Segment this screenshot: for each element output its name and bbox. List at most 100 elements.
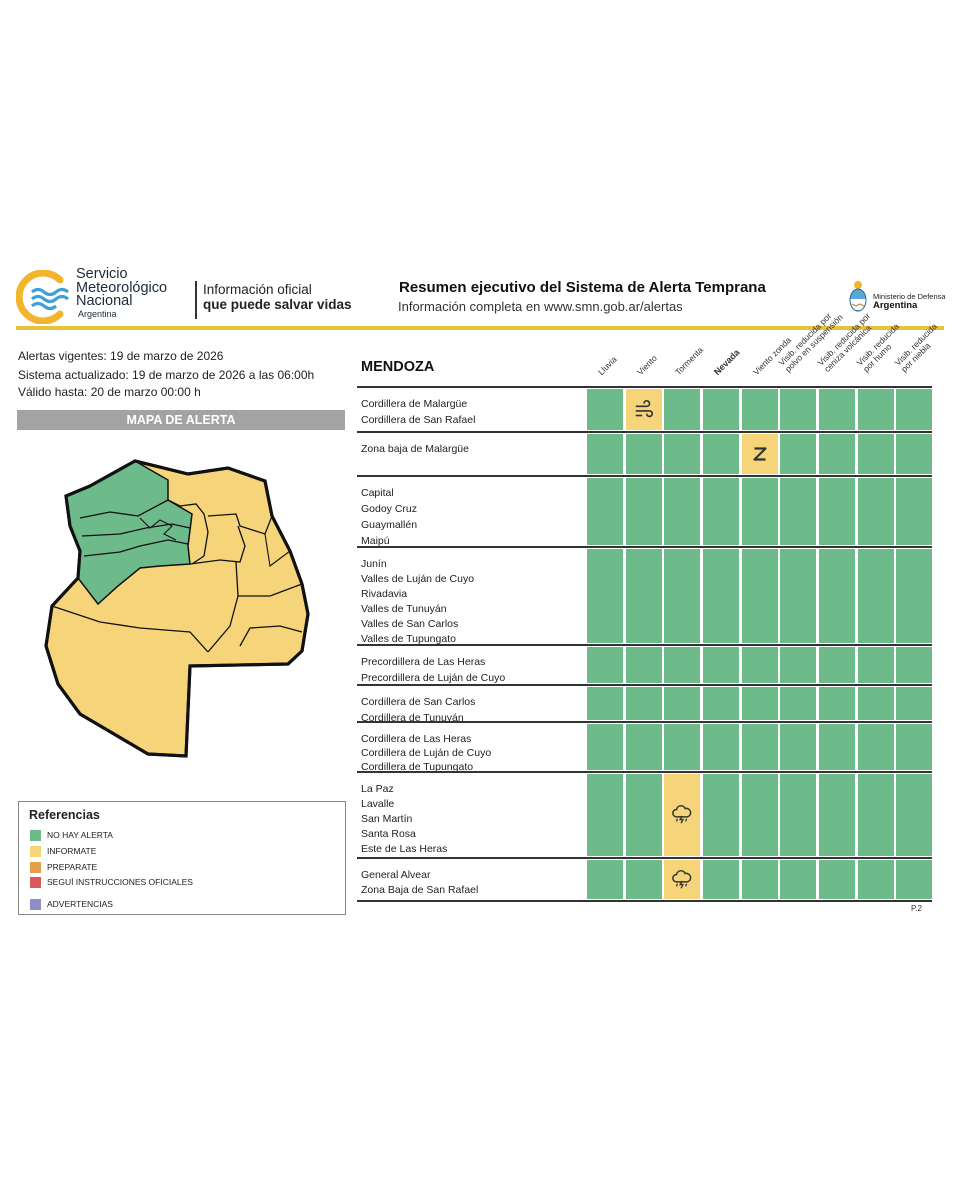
alert-cell	[819, 687, 855, 720]
alert-cell	[742, 724, 778, 770]
alert-cell	[587, 549, 623, 643]
zone-name: Santa Rosa	[361, 828, 416, 840]
header-rule	[16, 326, 944, 330]
group-separator	[357, 771, 932, 773]
group-separator	[357, 546, 932, 548]
header: Servicio Meteorológico Nacional Argentin…	[12, 256, 948, 330]
alert-cell	[587, 478, 623, 545]
org-name: Servicio Meteorológico Nacional Argentin…	[76, 266, 167, 320]
alert-cell	[587, 687, 623, 720]
alert-cell	[858, 647, 894, 683]
alert-cell	[742, 774, 778, 856]
zone-name: Valles de Tunuyán	[361, 603, 447, 615]
alert-cell	[858, 687, 894, 720]
alert-cell	[896, 647, 932, 683]
legend-label: INFORMATE	[47, 846, 97, 856]
alert-cell	[703, 774, 739, 856]
alert-cell	[896, 434, 932, 474]
page-title: Resumen ejecutivo del Sistema de Alerta …	[399, 279, 766, 296]
column-header: Tormenta	[672, 344, 706, 377]
alert-cell	[780, 478, 816, 545]
zone-name: Valles de Tupungato	[361, 633, 456, 645]
legend-swatch	[30, 899, 41, 910]
alert-cell	[626, 389, 662, 430]
alert-cell	[780, 389, 816, 430]
zone-name: Lavalle	[361, 798, 395, 810]
group-separator	[357, 431, 932, 433]
alert-cell	[626, 687, 662, 720]
wind-icon	[635, 399, 654, 417]
legend-item-preparate: PREPARATE	[30, 862, 97, 873]
alert-cell	[587, 434, 623, 474]
alert-cell	[626, 434, 662, 474]
zone-name: Cordillera de Luján de Cuyo	[361, 747, 492, 759]
storm-cloud-icon	[672, 869, 692, 889]
alert-cell	[780, 774, 816, 856]
zone-name: Precordillera de Las Heras	[361, 656, 486, 668]
zone-name: Valles de San Carlos	[361, 618, 459, 630]
column-header: Lluvia	[595, 354, 619, 377]
legend-item-instrucciones: SEGUÍ INSTRUCCIONES OFICIALES	[30, 877, 193, 888]
alert-cell	[742, 478, 778, 545]
alert-cell	[780, 434, 816, 474]
alert-cell	[819, 724, 855, 770]
ministry-country: Argentina	[873, 300, 918, 311]
group-separator	[357, 721, 932, 723]
zone-name: Cordillera de San Rafael	[361, 414, 476, 426]
alert-cell	[703, 647, 739, 683]
map-title: MAPA DE ALERTA	[17, 410, 345, 430]
alert-cell	[819, 774, 855, 856]
legend-item-informate: INFORMATE	[30, 846, 96, 857]
legend-item-advertencias: ADVERTENCIAS	[30, 899, 113, 910]
alert-cell	[587, 860, 623, 899]
zone-name: San Martín	[361, 813, 413, 825]
alert-cell	[664, 774, 700, 856]
smn-logo-icon	[16, 270, 70, 324]
alert-cell	[742, 549, 778, 643]
zone-name: Rivadavia	[361, 588, 408, 600]
alert-cell	[703, 434, 739, 474]
system-updated: Sistema actualizado: 19 de marzo de 2026…	[18, 368, 315, 382]
alert-cell	[819, 549, 855, 643]
zone-name: Zona Baja de San Rafael	[361, 884, 479, 896]
alert-cell	[626, 549, 662, 643]
alert-cell	[780, 860, 816, 899]
alert-cell	[664, 647, 700, 683]
map-outline	[44, 459, 310, 758]
org-line-1: Servicio	[76, 266, 128, 282]
alert-cell	[896, 860, 932, 899]
alert-cell	[664, 860, 700, 899]
alert-summary-page: Servicio Meteorológico Nacional Argentin…	[12, 256, 948, 924]
alert-cell	[819, 647, 855, 683]
page-subtitle: Información completa en www.smn.gob.ar/a…	[398, 299, 683, 314]
alert-cell	[858, 774, 894, 856]
alert-cell	[780, 724, 816, 770]
zone-name: General Alvear	[361, 869, 431, 881]
alert-cell	[626, 860, 662, 899]
alert-cell	[664, 549, 700, 643]
alert-cell	[587, 774, 623, 856]
alert-cell	[896, 687, 932, 720]
alert-cell	[664, 724, 700, 770]
legend-label: ADVERTENCIAS	[47, 899, 113, 909]
alert-cell	[780, 647, 816, 683]
alert-cell	[896, 724, 932, 770]
org-country: Argentina	[78, 308, 117, 319]
alert-cell	[664, 434, 700, 474]
alert-cell	[858, 860, 894, 899]
legend-swatch	[30, 877, 41, 888]
alert-cell	[819, 434, 855, 474]
storm-cloud-icon	[672, 805, 692, 824]
alert-cell	[896, 478, 932, 545]
zone-name: Cordillera de Las Heras	[361, 733, 472, 745]
alert-cell	[587, 647, 623, 683]
legend-swatch	[30, 830, 41, 841]
tagline-line-2: que puede salvar vidas	[203, 297, 352, 312]
alert-cell	[742, 860, 778, 899]
alert-cell	[819, 478, 855, 545]
alert-cell	[626, 478, 662, 545]
zonda-icon	[753, 447, 767, 461]
mendoza-alert-map	[44, 459, 310, 758]
page-number: P.2	[911, 904, 922, 913]
zone-name: Junín	[361, 558, 387, 570]
